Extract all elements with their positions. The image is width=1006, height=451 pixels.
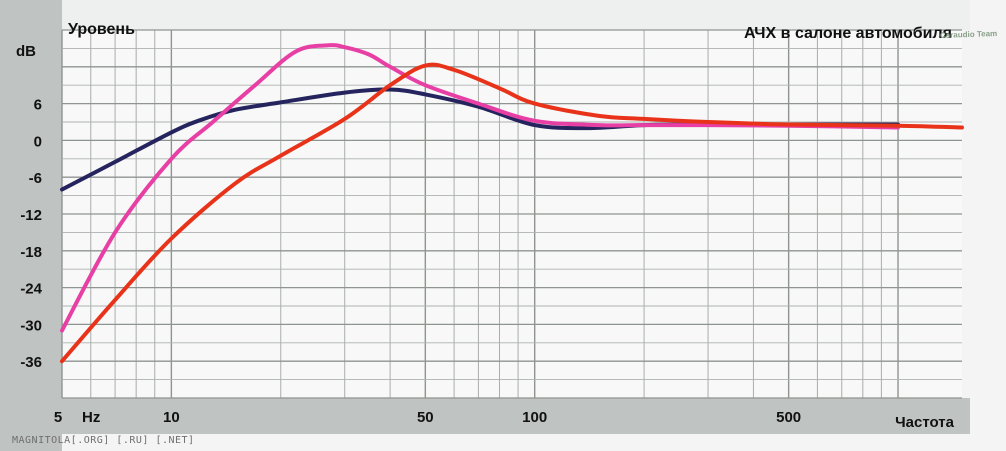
x-axis-unit: Hz <box>82 409 100 426</box>
series-lines <box>60 43 964 364</box>
y-tick-label: -30 <box>20 317 42 334</box>
x-tick-labels: 5 10 50 100 500 <box>54 409 801 426</box>
source-watermark: MAGNITOLA[.ORG] [.RU] [.NET] <box>12 435 195 446</box>
y-tick-label: -18 <box>20 244 42 261</box>
chart-title: АЧХ в салоне автомобиля <box>744 25 952 42</box>
plot-grid <box>61 29 962 399</box>
top-strip <box>62 0 970 30</box>
y-axis-unit: dB <box>16 43 36 60</box>
bottom-axis-bar <box>0 398 970 434</box>
series-line-3 <box>60 62 964 364</box>
x-axis-title: Частота <box>895 414 955 431</box>
y-axis-title: Уровень <box>68 21 135 38</box>
y-tick-label: -36 <box>20 354 42 371</box>
y-tick-label: 0 <box>34 133 42 150</box>
x-tick-label: 5 <box>54 409 62 426</box>
y-tick-label: -6 <box>29 170 42 187</box>
y-tick-labels: 6 0 -6 -12 -18 -24 -30 -36 <box>20 97 42 372</box>
y-tick-label: 6 <box>34 97 42 114</box>
y-tick-label: -24 <box>20 281 42 298</box>
left-axis-bar <box>0 0 62 451</box>
x-tick-label: 100 <box>522 409 547 426</box>
series-line-2 <box>60 43 900 333</box>
x-tick-label: 10 <box>163 409 180 426</box>
x-tick-label: 500 <box>776 409 801 426</box>
y-tick-label: -12 <box>20 207 42 224</box>
x-tick-label: 50 <box>417 409 434 426</box>
